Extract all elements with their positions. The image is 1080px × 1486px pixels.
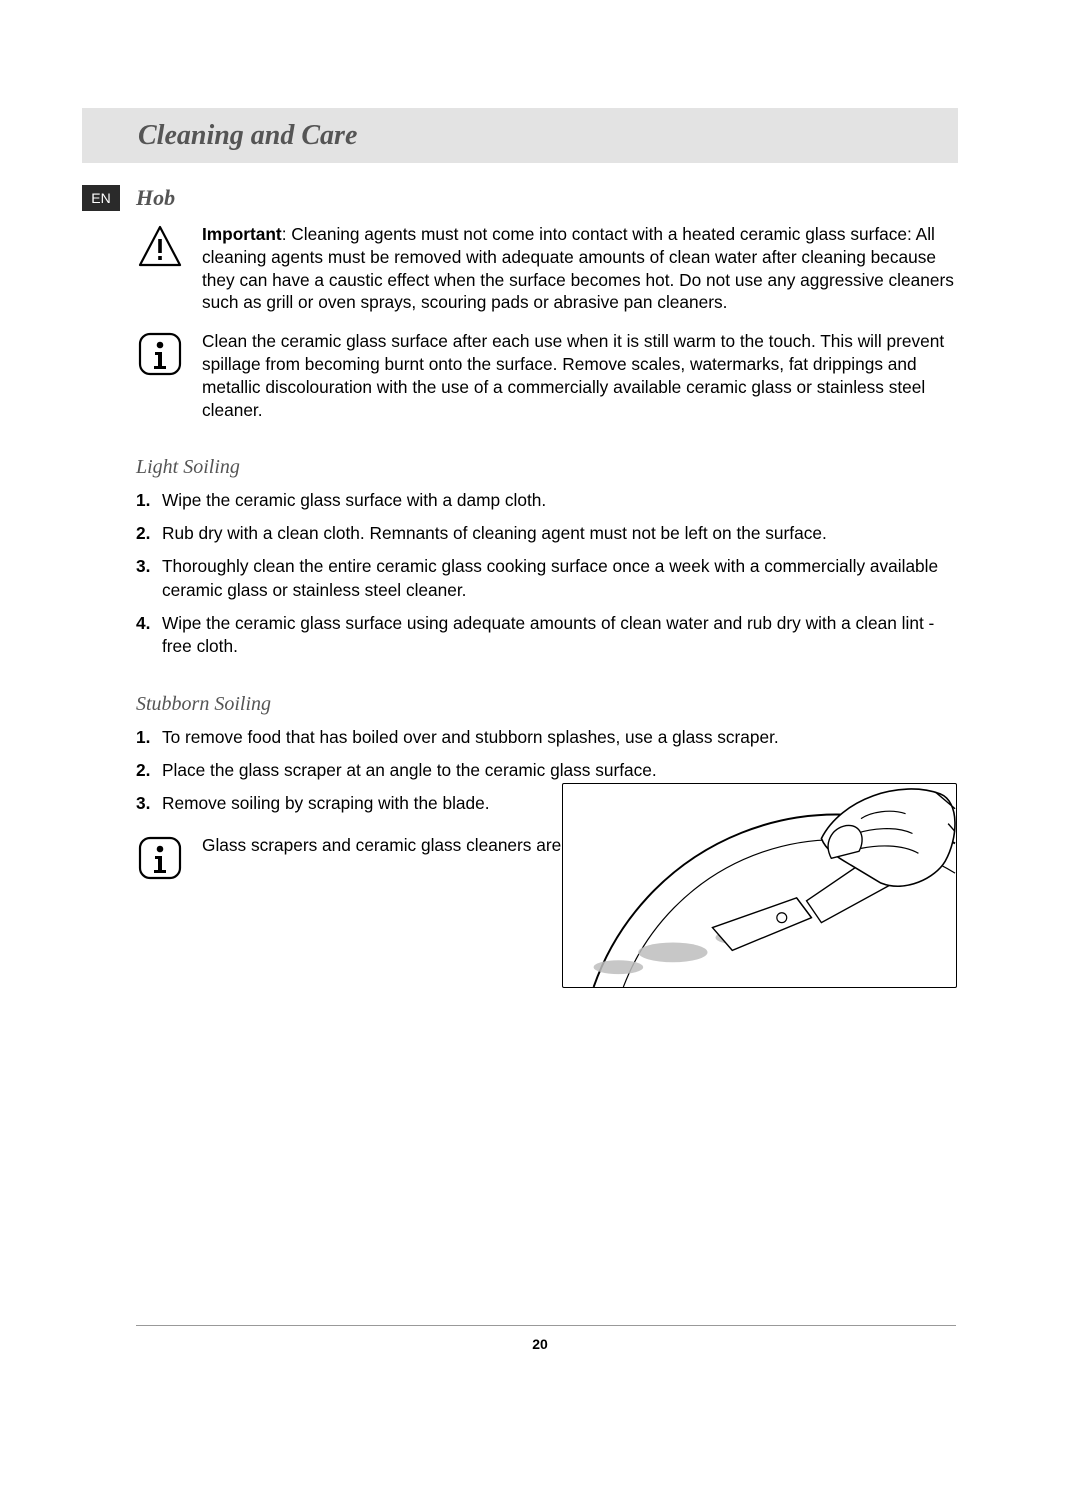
page-number: 20 (0, 1336, 1080, 1352)
step-text: Wipe the ceramic glass surface using ade… (162, 613, 934, 656)
footer-rule (136, 1325, 956, 1326)
warning-block: Important: Cleaning agents must not come… (136, 223, 956, 314)
warning-body: : Cleaning agents must not come into con… (202, 224, 954, 312)
list-item: 2. Place the glass scraper at an angle to… (136, 759, 956, 782)
step-text: Place the glass scraper at an angle to t… (162, 760, 657, 780)
manual-page: Cleaning and Care EN Hob Important: Clea… (0, 0, 1080, 1486)
step-text: Remove soiling by scraping with the blad… (162, 793, 490, 813)
warning-label: Important (202, 224, 282, 244)
info-icon (136, 330, 184, 378)
header-band: Cleaning and Care (82, 108, 958, 163)
language-tab: EN (82, 185, 120, 211)
step-number: 3. (136, 555, 150, 578)
content-area: Hob Important: Cleaning agents must not … (136, 185, 956, 898)
step-text: Thoroughly clean the entire ceramic glas… (162, 556, 938, 599)
subsection-heading-light: Light Soiling (136, 456, 956, 479)
light-soiling-steps: 1. Wipe the ceramic glass surface with a … (136, 489, 956, 659)
warning-triangle-icon (136, 223, 184, 271)
section-heading-hob: Hob (136, 185, 956, 211)
step-number: 2. (136, 759, 150, 782)
scraper-illustration (562, 783, 957, 988)
info-icon (136, 834, 184, 882)
warning-text: Important: Cleaning agents must not come… (202, 223, 956, 314)
list-item: 1. Wipe the ceramic glass surface with a … (136, 489, 956, 512)
page-title: Cleaning and Care (138, 120, 357, 152)
step-number: 3. (136, 792, 150, 815)
step-text: Wipe the ceramic glass surface with a da… (162, 490, 546, 510)
step-text: To remove food that has boiled over and … (162, 727, 779, 747)
step-text: Rub dry with a clean cloth. Remnants of … (162, 523, 827, 543)
info-block-1: Clean the ceramic glass surface after ea… (136, 330, 956, 421)
list-item: 2. Rub dry with a clean cloth. Remnants o… (136, 522, 956, 545)
step-number: 4. (136, 612, 150, 635)
step-number: 2. (136, 522, 150, 545)
list-item: 1. To remove food that has boiled over an… (136, 726, 956, 749)
step-number: 1. (136, 489, 150, 512)
step-number: 1. (136, 726, 150, 749)
list-item: 3. Thoroughly clean the entire ceramic gl… (136, 555, 956, 602)
info-text-1: Clean the ceramic glass surface after ea… (202, 330, 956, 421)
list-item: 4. Wipe the ceramic glass surface using a… (136, 612, 956, 659)
subsection-heading-stubborn: Stubborn Soiling (136, 693, 956, 716)
